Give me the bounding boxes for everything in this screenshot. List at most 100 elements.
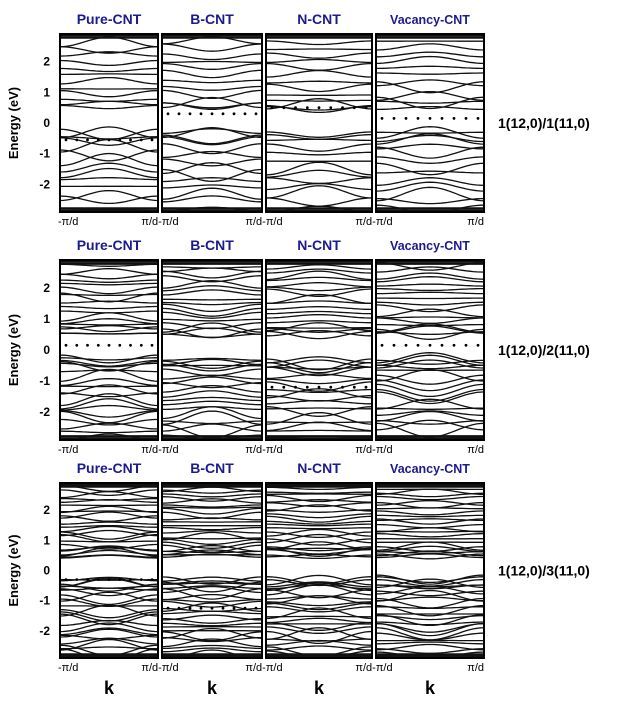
band-line (266, 499, 372, 503)
band-line (266, 607, 372, 620)
band-line (60, 637, 158, 645)
band-line (266, 491, 372, 494)
band-line (162, 280, 262, 289)
band-line (266, 531, 372, 539)
band-line (162, 538, 262, 545)
band-line (376, 518, 484, 522)
band-line (376, 170, 484, 174)
band-line (60, 359, 158, 367)
column-title: Vacancy-CNT (390, 239, 470, 253)
band-line (266, 638, 372, 642)
band-line (376, 301, 484, 306)
band-line (376, 589, 484, 602)
band-line (266, 99, 372, 102)
fermi-level-dot (341, 106, 344, 110)
fermi-level-dot (107, 578, 111, 581)
fermi-level-dot (352, 385, 356, 389)
fermi-level-dot (188, 112, 192, 116)
column-title: N-CNT (297, 237, 341, 253)
band-line (162, 79, 262, 84)
band-line (376, 627, 484, 641)
band-line (162, 266, 262, 269)
fermi-level-dot (392, 343, 396, 347)
band-line (376, 186, 484, 202)
band-line (60, 594, 158, 606)
fermi-level-dot (150, 578, 154, 581)
band-line (266, 527, 372, 530)
band-line (162, 545, 262, 553)
y-tick-label: -1 (39, 594, 50, 608)
band-line (60, 648, 158, 658)
band-line (162, 62, 262, 70)
band-line (162, 636, 262, 643)
band-line (60, 59, 158, 67)
band-line (162, 406, 262, 411)
panel-frame (265, 33, 373, 213)
fermi-level-dot (150, 343, 154, 347)
band-line (162, 177, 262, 183)
band-line (60, 543, 158, 550)
band-line (60, 588, 158, 597)
fermi-level-dot (177, 606, 181, 610)
row-label: 1(12,0)/1(11,0) (498, 115, 590, 131)
y-tick-label: 2 (43, 281, 50, 295)
band-line (60, 627, 158, 636)
band-line (162, 581, 262, 593)
fermi-level-dot (282, 385, 286, 389)
band-line (60, 362, 158, 368)
fermi-level-dot (64, 343, 68, 347)
band-line (162, 541, 262, 549)
band-line (376, 156, 484, 164)
band-line (266, 645, 372, 651)
x-tick-label: π/d-π/d (245, 444, 282, 456)
band-line (162, 127, 262, 139)
fermi-level-dot (452, 343, 456, 347)
band-line (162, 360, 262, 369)
band-line (162, 504, 262, 508)
band-line (60, 76, 158, 85)
labels-layer: Pure-CNT B-CNT N-CNT Vacancy-CNT -2 -1 0 1 2 Ener… (6, 11, 590, 698)
band-line (266, 310, 372, 315)
band-line (376, 514, 484, 518)
band-line (266, 520, 372, 525)
panel-frame (161, 259, 263, 441)
band-line (60, 332, 158, 335)
band-line (266, 276, 372, 282)
band-line (162, 396, 262, 402)
band-line (60, 604, 158, 617)
band-line (60, 98, 158, 103)
band-line (266, 533, 372, 544)
column-title: N-CNT (297, 460, 341, 476)
band-line (162, 576, 262, 582)
fermi-level-dot (404, 117, 408, 120)
band-line (60, 410, 158, 424)
fermi-level-dot (118, 578, 122, 581)
band-line (266, 83, 372, 93)
band-line (376, 578, 484, 587)
band-line (162, 85, 262, 91)
band-line (162, 549, 262, 556)
band-line (162, 136, 262, 146)
band-line (162, 60, 262, 64)
band-line (376, 578, 484, 589)
band-line (162, 647, 262, 653)
panel-frame (59, 259, 159, 441)
band-line (376, 352, 484, 364)
band-line (266, 504, 372, 512)
fermi-level-dot (254, 606, 258, 610)
row-label: 1(12,0)/3(11,0) (498, 563, 590, 579)
band-line (266, 541, 372, 551)
band-line (162, 275, 262, 283)
band-line (376, 197, 484, 205)
band-line (376, 576, 484, 584)
fermi-level-dot (129, 578, 132, 581)
band-line (60, 46, 158, 54)
band-line (162, 553, 262, 558)
band-line (60, 591, 158, 602)
band-line (266, 627, 372, 640)
x-tick-label: π/d (467, 662, 484, 674)
band-line (266, 143, 372, 152)
band-line (376, 181, 484, 192)
fermi-level-dot (210, 606, 214, 610)
